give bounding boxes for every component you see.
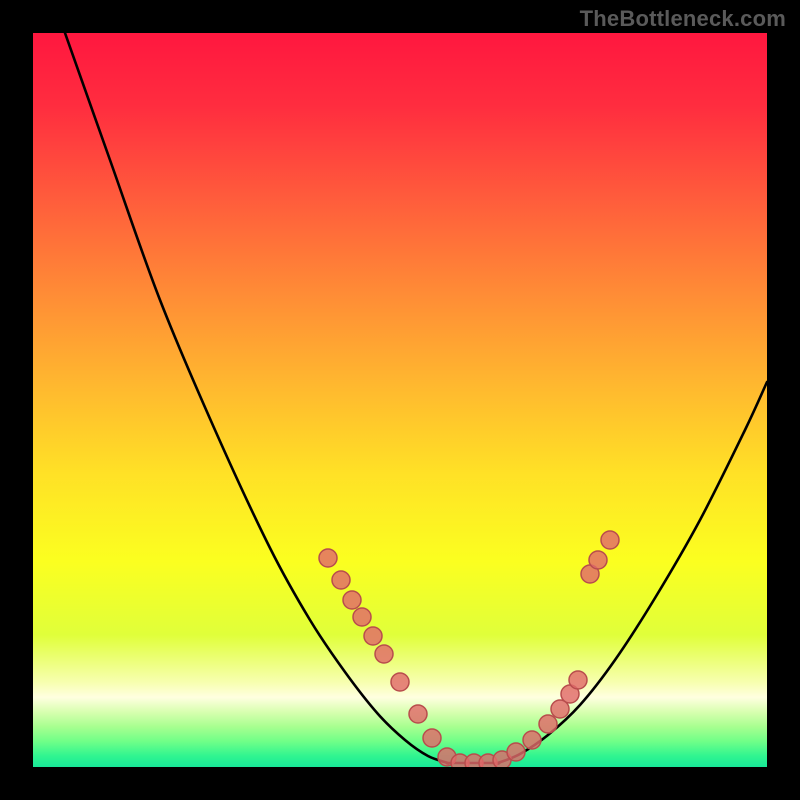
data-marker	[507, 743, 525, 761]
chart-frame: TheBottleneck.com	[0, 0, 800, 800]
data-marker	[569, 671, 587, 689]
data-marker	[423, 729, 441, 747]
data-marker	[539, 715, 557, 733]
watermark-text: TheBottleneck.com	[580, 6, 786, 32]
data-marker	[375, 645, 393, 663]
data-marker	[343, 591, 361, 609]
data-marker	[589, 551, 607, 569]
data-marker	[332, 571, 350, 589]
data-marker	[364, 627, 382, 645]
data-marker	[353, 608, 371, 626]
gradient-background	[33, 33, 767, 767]
data-marker	[319, 549, 337, 567]
v-curve-chart	[0, 0, 800, 800]
data-marker	[523, 731, 541, 749]
data-marker	[391, 673, 409, 691]
data-marker	[409, 705, 427, 723]
data-marker	[601, 531, 619, 549]
